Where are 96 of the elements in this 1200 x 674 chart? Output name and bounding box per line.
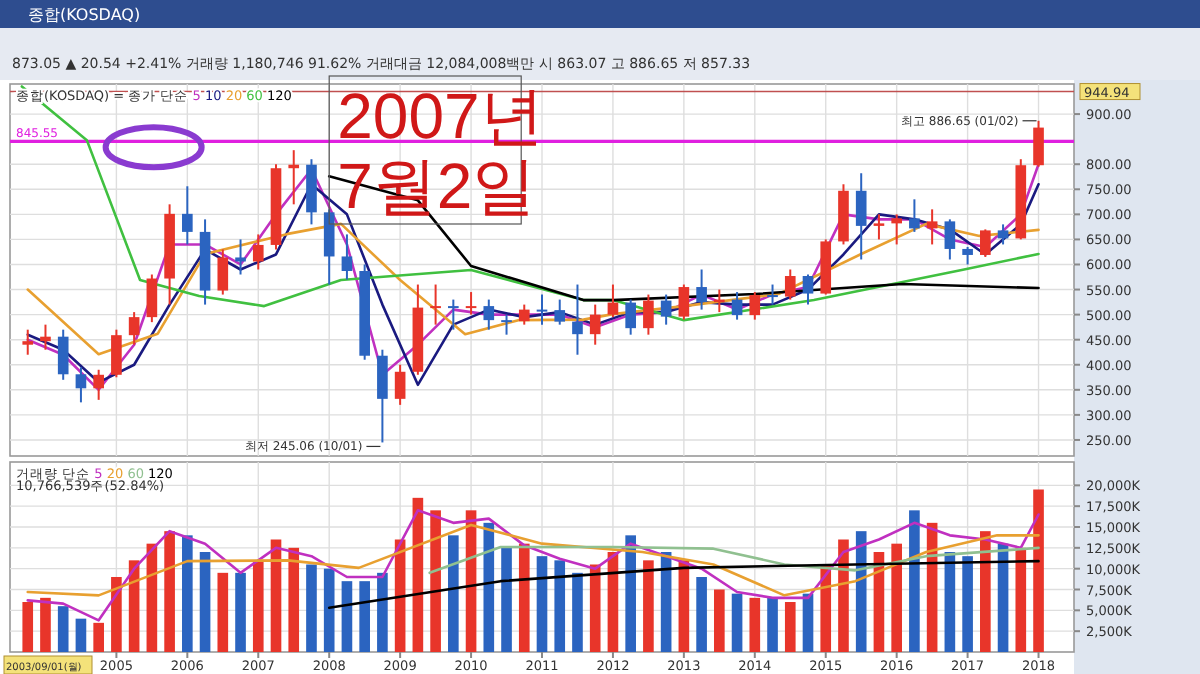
bar [572,572,583,652]
candlestick [589,303,601,346]
bar [199,552,211,652]
candlestick [501,313,512,336]
bar [111,577,122,652]
bar [217,572,229,652]
bar [749,597,761,652]
candlestick [394,363,406,406]
bar [855,531,867,652]
bar [448,535,459,652]
candlestick [678,283,690,321]
bar [891,543,902,652]
bar [536,556,548,652]
candlestick [128,311,140,346]
line-series [20,85,1040,322]
bar [962,556,973,652]
candlestick [377,348,388,444]
candlestick [572,283,583,356]
candlestick [483,298,495,331]
bar [767,597,778,652]
candlestick [111,328,122,379]
bar [430,510,441,652]
candlestick [252,233,264,271]
bar [377,572,388,652]
bar [589,564,601,652]
bar [909,510,920,652]
candlestick [643,293,654,336]
candlestick [909,198,920,233]
candlestick [980,228,991,258]
candlestick [873,213,885,241]
candlestick [784,268,796,301]
candlestick [767,283,778,306]
candlestick [607,283,619,319]
candlestick [536,293,548,326]
candlestick [430,283,441,326]
bar [75,618,87,652]
line-series [26,222,1040,356]
candlestick [146,273,158,324]
bar [696,577,707,652]
bar [306,564,317,652]
bar [980,531,991,652]
bar [288,547,300,652]
bar [518,543,530,652]
bar [554,560,566,652]
candlestick [182,185,193,246]
bar [643,560,654,652]
candlestick [306,158,317,226]
line-series [26,509,1040,622]
bar [802,593,814,652]
candlestick [696,268,707,311]
candlestick [235,238,246,276]
candlestick [749,291,761,321]
candlestick [57,328,69,381]
candlestick [448,298,459,331]
bar [714,589,725,652]
candlestick [554,298,566,326]
candlestick [926,208,938,246]
line-series [428,545,1040,575]
bar [625,535,636,652]
bar [57,606,69,652]
candlestick [75,366,87,404]
candlestick [944,218,956,261]
candlestick [93,368,104,401]
bar [731,593,743,652]
bar [483,522,495,652]
candlestick [855,172,867,261]
candlestick [731,291,743,321]
bar [40,597,51,652]
chart-title: 종합(KOSDAQ) [28,6,141,24]
candlestick [518,303,530,326]
bar [501,547,512,652]
bar [1033,489,1044,652]
candlestick [1033,119,1044,168]
bar [252,560,264,652]
candlestick [465,291,477,316]
candlestick [997,223,1009,246]
candlestick [891,213,902,246]
candlestick [802,273,814,306]
bar [323,568,335,652]
bar [22,602,34,652]
line-series [26,523,1040,597]
candlestick [341,233,353,281]
bar [93,622,104,652]
bar [235,572,246,652]
candlestick [217,248,229,296]
candlestick [625,298,636,336]
candlestick [22,328,34,356]
bar [1015,547,1027,652]
bar [164,531,175,652]
bar [182,535,193,652]
candlestick [660,293,672,326]
bar [784,602,796,652]
bar [341,581,353,652]
candlestick [40,323,51,351]
line-series [327,559,1040,610]
bar [359,581,370,652]
